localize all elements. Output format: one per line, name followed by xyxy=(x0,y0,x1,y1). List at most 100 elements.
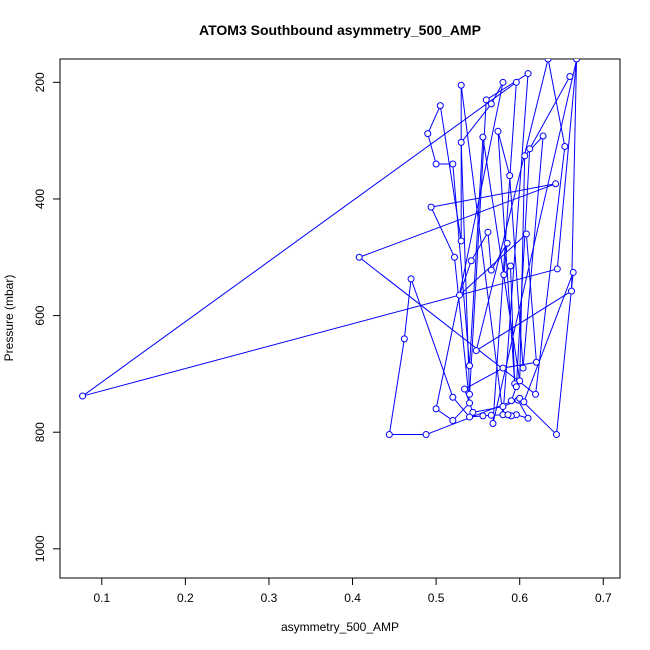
series-segment xyxy=(497,131,516,384)
data-point xyxy=(552,431,560,439)
data-point xyxy=(487,266,495,274)
data-point xyxy=(79,392,87,400)
series-segment xyxy=(439,105,462,242)
series-segment xyxy=(464,367,504,390)
data-point xyxy=(457,237,465,245)
series-segment xyxy=(410,278,454,398)
data-point xyxy=(466,399,474,407)
series-segment xyxy=(502,361,537,369)
data-point xyxy=(552,180,560,188)
data-point xyxy=(449,393,457,401)
series-segment xyxy=(435,82,504,409)
series-segment xyxy=(82,268,558,397)
data-point xyxy=(469,408,477,416)
series-segment xyxy=(430,206,455,258)
series-segment xyxy=(388,338,405,435)
data-point xyxy=(424,130,432,138)
chart-title: ATOM3 Southbound asymmetry_500_AMP xyxy=(199,22,481,38)
series-segment xyxy=(571,59,578,292)
series-segment xyxy=(82,81,517,397)
data-point xyxy=(472,347,480,355)
data-point xyxy=(355,253,363,261)
data-point xyxy=(457,81,465,89)
x-tick-label: 0.4 xyxy=(344,591,361,605)
x-axis: 0.1 0.2 0.3 0.4 0.5 0.6 0.7 xyxy=(93,578,612,605)
data-point xyxy=(512,78,520,86)
data-point xyxy=(482,96,490,104)
series-segment xyxy=(510,265,516,384)
data-point xyxy=(484,228,492,236)
data-point xyxy=(489,419,497,427)
x-axis-label: asymmetry_500_AMP xyxy=(281,620,399,634)
series-segment xyxy=(519,155,526,381)
data-point xyxy=(516,377,524,385)
data-point xyxy=(519,364,527,372)
data-point xyxy=(577,43,583,49)
series-points xyxy=(79,43,583,439)
series-segment xyxy=(503,243,508,275)
series-segment xyxy=(454,257,471,404)
y-tick-label: 200 xyxy=(33,72,47,92)
y-tick-label: 400 xyxy=(33,189,47,209)
data-point xyxy=(573,59,581,63)
data-point xyxy=(539,132,547,140)
y-tick-label: 1000 xyxy=(33,535,47,562)
data-point xyxy=(506,172,514,180)
y-tick-label: 600 xyxy=(33,305,47,325)
series-segment xyxy=(460,85,504,415)
series-segment xyxy=(555,272,574,435)
series-segment xyxy=(460,103,492,143)
data-point xyxy=(532,358,540,366)
series-segment xyxy=(556,59,578,269)
data-point xyxy=(520,398,528,406)
data-point xyxy=(432,160,440,168)
data-point xyxy=(487,411,495,419)
data-point xyxy=(449,160,457,168)
data-point xyxy=(451,253,459,261)
data-point xyxy=(553,265,561,273)
data-point xyxy=(504,411,512,419)
data-point xyxy=(566,72,574,80)
data-point xyxy=(407,275,415,283)
data-point xyxy=(544,59,552,63)
series-segment xyxy=(475,290,572,351)
series-segment xyxy=(459,233,527,296)
data-point xyxy=(479,412,487,420)
series-segment xyxy=(470,231,489,262)
series-segment xyxy=(490,243,508,271)
series-segment xyxy=(525,233,537,363)
series-segment xyxy=(547,59,566,147)
series-segment xyxy=(535,146,566,395)
series-segment xyxy=(497,131,511,176)
series-segment xyxy=(487,232,492,271)
data-point xyxy=(561,142,569,150)
x-tick-label: 0.2 xyxy=(177,591,194,605)
data-point xyxy=(457,138,465,146)
data-point xyxy=(500,271,508,279)
x-tick-label: 0.7 xyxy=(595,591,612,605)
x-tick-label: 0.1 xyxy=(93,591,110,605)
data-point xyxy=(499,364,507,372)
x-tick-label: 0.6 xyxy=(511,591,528,605)
data-point xyxy=(568,287,576,295)
data-point xyxy=(427,203,435,211)
series-path xyxy=(82,59,578,436)
data-point xyxy=(569,268,577,276)
data-point xyxy=(487,100,495,108)
data-point xyxy=(512,383,520,391)
plot-frame xyxy=(59,58,621,579)
data-point xyxy=(499,78,507,86)
data-point xyxy=(479,133,487,141)
y-axis-label: Pressure (mbar) xyxy=(2,275,16,362)
series-segment xyxy=(515,148,531,387)
data-point xyxy=(467,257,475,265)
series-segment xyxy=(452,396,470,418)
series-segment xyxy=(431,183,556,208)
data-point xyxy=(526,145,534,153)
data-point xyxy=(524,414,532,422)
series-segment xyxy=(452,402,470,421)
series-segment xyxy=(427,105,441,134)
data-point xyxy=(524,70,532,78)
data-point xyxy=(456,291,464,299)
data-point xyxy=(449,417,457,425)
